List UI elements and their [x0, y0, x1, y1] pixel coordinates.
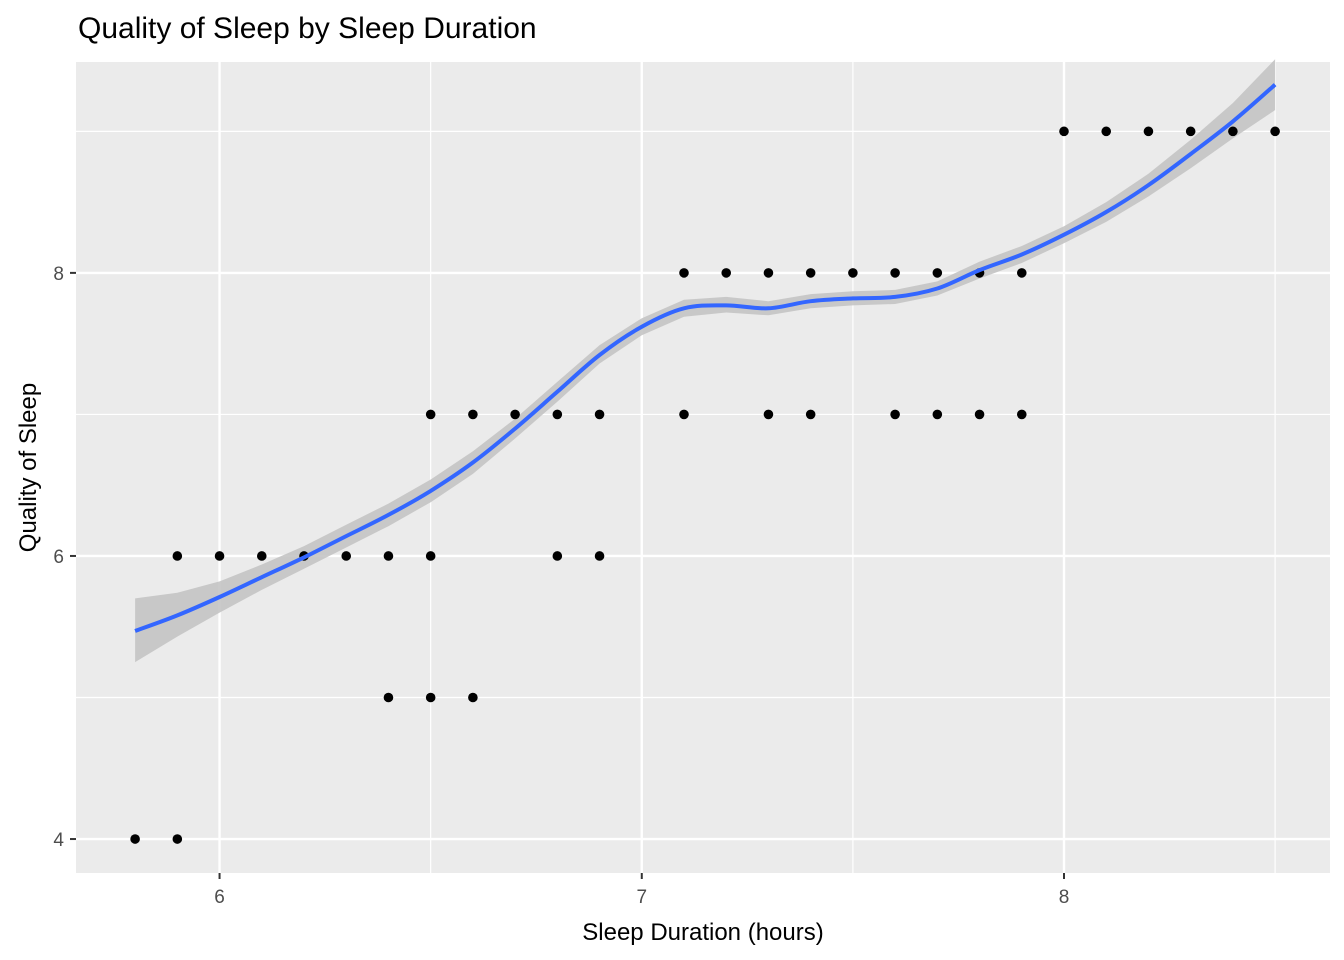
- data-point: [763, 268, 774, 278]
- data-point: [1016, 409, 1027, 420]
- data-point: [383, 692, 394, 703]
- data-point: [594, 409, 605, 420]
- y-tick-label: 4: [53, 830, 64, 851]
- data-point: [1270, 126, 1280, 137]
- data-point: [594, 551, 605, 561]
- data-point: [1143, 126, 1154, 137]
- data-point: [974, 409, 985, 420]
- y-axis-ticks: 4 6 8: [53, 264, 76, 851]
- smooth-line: [134, 83, 1277, 633]
- data-point: [425, 551, 436, 561]
- data-point: [172, 551, 183, 561]
- data-point: [468, 692, 478, 703]
- data-point: [510, 409, 520, 420]
- x-tick-label: 6: [214, 887, 225, 908]
- data-point: [721, 268, 732, 278]
- chart-title: Quality of Sleep by Sleep Duration: [78, 12, 537, 45]
- y-tick-label: 8: [53, 264, 64, 285]
- data-point: [552, 409, 563, 420]
- data-point: [1101, 126, 1112, 137]
- data-point: [552, 551, 563, 561]
- data-point: [932, 268, 943, 278]
- x-tick-label: 8: [1059, 887, 1070, 908]
- data-point: [890, 409, 900, 420]
- data-point: [130, 834, 140, 844]
- data-point: [341, 551, 352, 561]
- data-point: [425, 409, 436, 420]
- data-point: [468, 409, 478, 420]
- data-point: [172, 834, 183, 844]
- data-point: [805, 268, 816, 278]
- data-point: [425, 692, 436, 703]
- data-point: [679, 268, 689, 278]
- data-point: [383, 551, 394, 561]
- data-point: [763, 409, 774, 420]
- data-point: [1185, 126, 1196, 137]
- minor-gridlines: [76, 62, 1330, 873]
- x-axis-title: Sleep Duration (hours): [582, 919, 823, 946]
- data-point: [890, 268, 900, 278]
- data-point: [932, 409, 943, 420]
- data-points: [130, 126, 1280, 844]
- data-point: [848, 268, 858, 278]
- data-point: [256, 551, 267, 561]
- data-point: [805, 409, 816, 420]
- data-point: [214, 551, 225, 561]
- x-tick-label: 7: [636, 887, 647, 908]
- x-axis-ticks: 6 7 8: [214, 873, 1069, 908]
- data-point: [1228, 126, 1238, 137]
- data-point: [679, 409, 689, 420]
- data-point: [1059, 126, 1069, 137]
- y-axis-title: Quality of Sleep: [15, 383, 42, 552]
- data-point: [1016, 268, 1027, 278]
- y-tick-label: 6: [53, 547, 64, 568]
